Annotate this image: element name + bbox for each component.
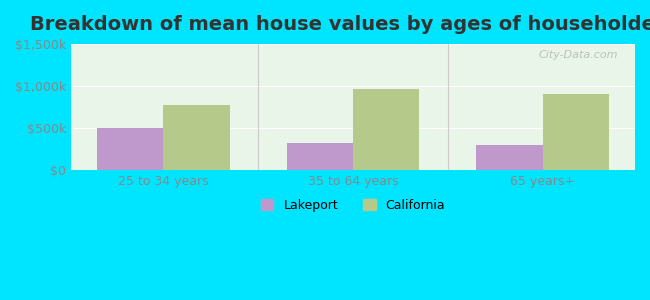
Bar: [476, 146, 543, 170]
Title: Breakdown of mean house values by ages of householders: Breakdown of mean house values by ages o…: [30, 15, 650, 34]
Bar: [353, 89, 419, 170]
Text: City-Data.com: City-Data.com: [539, 50, 618, 60]
Legend: Lakeport, California: Lakeport, California: [256, 194, 450, 217]
Bar: [163, 105, 229, 170]
Bar: [287, 143, 353, 170]
Bar: [543, 94, 609, 170]
Bar: [97, 128, 163, 170]
